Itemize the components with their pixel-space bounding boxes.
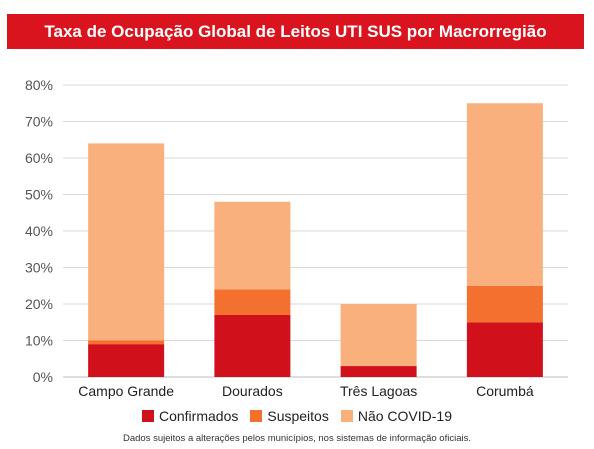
- bar-segment-suspeitos: [214, 289, 291, 315]
- chart-title: Taxa de Ocupação Global de Leitos UTI SU…: [44, 21, 547, 41]
- y-tick-label: 70%: [25, 114, 53, 130]
- chart-legend: Confirmados Suspeitos Não COVID-19: [0, 407, 594, 425]
- legend-label-nao-covid: Não COVID-19: [357, 408, 452, 424]
- y-tick-label: 30%: [25, 260, 53, 276]
- legend-swatch-confirmados: [141, 410, 154, 422]
- bar-segment-suspeitos: [88, 340, 165, 345]
- x-tick-label: Campo Grande: [78, 383, 174, 399]
- y-tick-label: 80%: [25, 77, 53, 93]
- legend-item-suspeitos: Suspeitos: [250, 408, 329, 424]
- x-tick-label: Três Lagoas: [340, 383, 417, 399]
- legend-swatch-suspeitos: [250, 410, 263, 422]
- legend-label-suspeitos: Suspeitos: [267, 408, 329, 424]
- legend-swatch-nao-covid: [340, 410, 353, 422]
- bar-segment-n-o-covid-19: [214, 201, 291, 290]
- y-tick-label: 50%: [25, 187, 53, 203]
- bar-segment-confirmados: [466, 322, 543, 377]
- y-tick-label: 10%: [25, 333, 53, 349]
- bar-segment-suspeitos: [466, 285, 543, 323]
- y-tick-label: 40%: [25, 223, 53, 239]
- x-tick-label: Corumbá: [476, 383, 534, 399]
- y-tick-label: 0%: [33, 369, 53, 385]
- title-banner: Taxa de Ocupação Global de Leitos UTI SU…: [7, 14, 584, 49]
- legend-item-nao-covid: Não COVID-19: [340, 408, 452, 424]
- bar-segment-n-o-covid-19: [340, 304, 417, 367]
- legend-item-confirmados: Confirmados: [141, 408, 239, 424]
- y-tick-label: 20%: [25, 296, 53, 312]
- x-tick-label: Dourados: [222, 383, 283, 399]
- bar-segment-confirmados: [214, 314, 291, 377]
- footnote: Dados sujeitos a alterações pelos municí…: [123, 433, 471, 444]
- legend-label-confirmados: Confirmados: [158, 408, 239, 424]
- bar-segment-n-o-covid-19: [466, 103, 543, 286]
- bar-segment-confirmados: [340, 366, 417, 377]
- bar-segment-n-o-covid-19: [88, 143, 165, 341]
- y-tick-label: 60%: [25, 150, 53, 166]
- bar-segment-confirmados: [88, 344, 165, 377]
